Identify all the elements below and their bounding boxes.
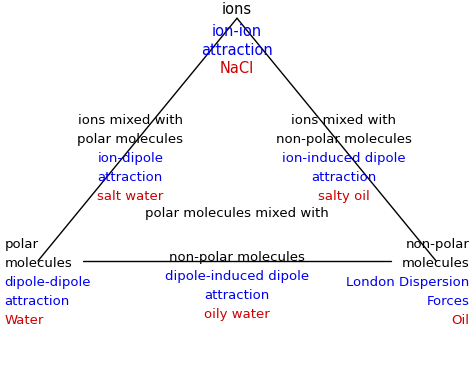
Text: non-polar molecules: non-polar molecules <box>276 133 411 146</box>
Text: dipole-dipole: dipole-dipole <box>5 276 91 289</box>
Text: ion-ion: ion-ion <box>212 23 262 39</box>
Text: attraction: attraction <box>98 171 163 184</box>
Text: non-polar: non-polar <box>405 238 469 251</box>
Text: NaCl: NaCl <box>220 61 254 77</box>
Text: Forces: Forces <box>427 295 469 308</box>
Text: polar molecules mixed with: polar molecules mixed with <box>145 207 329 220</box>
Text: London Dispersion: London Dispersion <box>346 276 469 289</box>
Text: ions: ions <box>222 1 252 17</box>
Text: dipole-induced dipole: dipole-induced dipole <box>165 270 309 283</box>
Text: Water: Water <box>5 314 44 327</box>
Text: polar molecules: polar molecules <box>77 133 183 146</box>
Text: attraction: attraction <box>5 295 70 308</box>
Text: ion-induced dipole: ion-induced dipole <box>282 152 405 165</box>
Text: Oil: Oil <box>451 314 469 327</box>
Text: ion-dipole: ion-dipole <box>97 152 164 165</box>
Text: ions mixed with: ions mixed with <box>291 114 396 127</box>
Text: polar: polar <box>5 238 39 251</box>
Text: salty oil: salty oil <box>318 190 370 203</box>
Text: attraction: attraction <box>204 289 270 302</box>
Text: non-polar molecules: non-polar molecules <box>169 251 305 264</box>
Text: salt water: salt water <box>97 190 164 203</box>
Text: molecules: molecules <box>401 257 469 270</box>
Text: molecules: molecules <box>5 257 73 270</box>
Text: oily water: oily water <box>204 308 270 321</box>
Text: attraction: attraction <box>311 171 376 184</box>
Text: attraction: attraction <box>201 42 273 58</box>
Text: ions mixed with: ions mixed with <box>78 114 183 127</box>
